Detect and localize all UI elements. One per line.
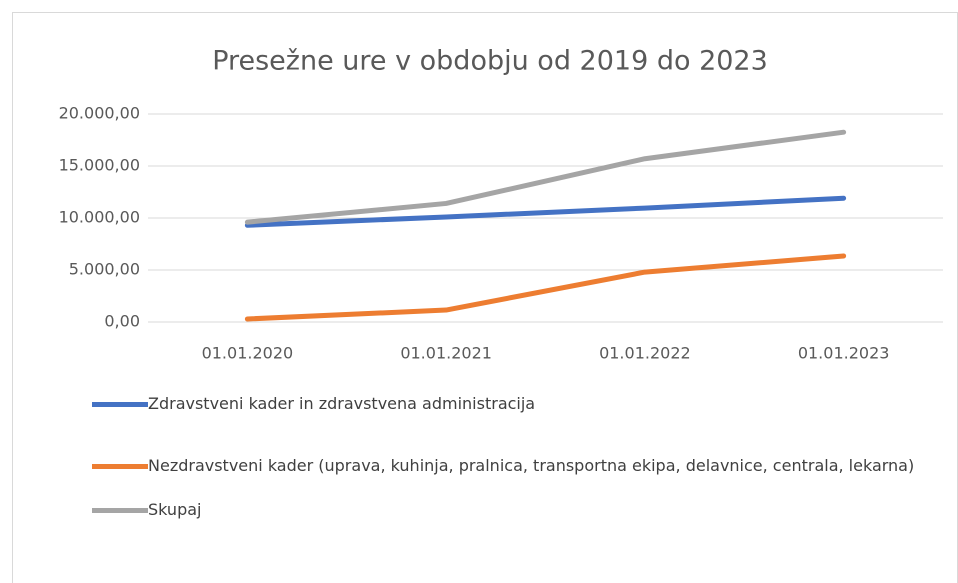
y-tick-label: 10.000,00: [59, 208, 140, 227]
legend-entry: Nezdravstveni kader (uprava, kuhinja, pr…: [90, 452, 950, 480]
legend-line: [92, 464, 148, 469]
legend-entry: Skupaj: [90, 496, 950, 524]
legend: Zdravstveni kader in zdravstvena adminis…: [90, 390, 950, 524]
y-tick-label: 15.000,00: [59, 156, 140, 175]
y-tick-label: 20.000,00: [59, 104, 140, 123]
legend-line: [92, 508, 148, 513]
series-line: [244, 129, 847, 225]
legend-swatch: [90, 390, 148, 418]
x-tick-label: 01.01.2022: [599, 344, 691, 363]
legend-swatch: [90, 452, 148, 480]
series-line: [244, 253, 847, 322]
chart-border: [12, 12, 958, 583]
x-tick-label: 01.01.2023: [798, 344, 890, 363]
x-tick-label: 01.01.2020: [202, 344, 294, 363]
legend-entry: Zdravstveni kader in zdravstvena adminis…: [90, 390, 950, 418]
legend-label: Zdravstveni kader in zdravstvena adminis…: [148, 394, 536, 413]
chart-title: Presežne ure v obdobju od 2019 do 2023: [212, 46, 768, 77]
series-line: [244, 195, 847, 228]
legend-label: Skupaj: [148, 500, 202, 519]
legend-label: Nezdravstveni kader (uprava, kuhinja, pr…: [148, 456, 915, 475]
legend-line: [92, 402, 148, 407]
y-tick-label: 5.000,00: [69, 260, 140, 279]
legend-swatch: [90, 496, 148, 524]
y-tick-label: 0,00: [104, 312, 140, 331]
x-tick-label: 01.01.2021: [400, 344, 492, 363]
